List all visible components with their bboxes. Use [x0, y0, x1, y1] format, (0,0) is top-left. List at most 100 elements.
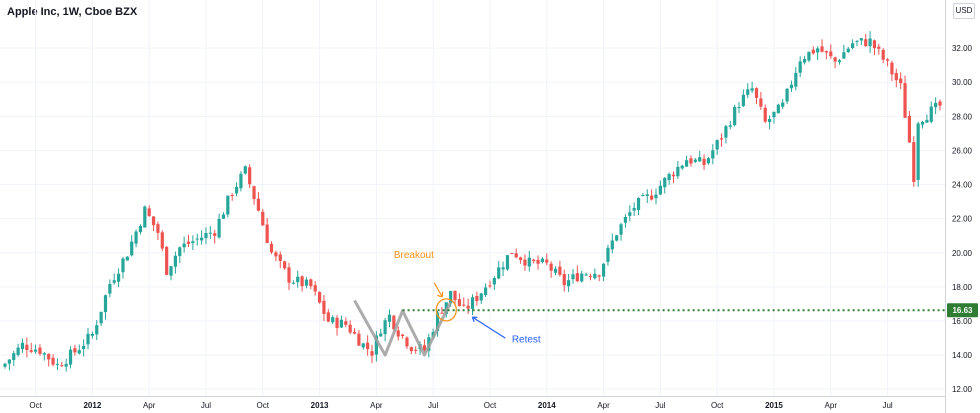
candle-body — [925, 119, 929, 123]
candle-body — [269, 243, 274, 253]
candle-body — [864, 39, 868, 47]
candle-body — [130, 241, 134, 256]
y-tick-label: 26.00 — [952, 146, 973, 155]
candle-body — [798, 61, 802, 73]
candle-body — [837, 60, 842, 63]
candle-body — [405, 337, 409, 347]
candle-body — [540, 258, 545, 263]
candle-body — [322, 300, 326, 314]
candle-body — [916, 123, 920, 180]
candle-body — [156, 224, 160, 233]
candle-body — [217, 218, 221, 238]
candle-body — [816, 48, 820, 53]
candle-body — [807, 51, 811, 61]
candle-body — [636, 198, 641, 211]
candle-body — [479, 293, 483, 301]
candle-body — [763, 107, 767, 122]
y-tick-label: 24.00 — [952, 181, 973, 190]
candle-body — [698, 157, 702, 162]
grid — [0, 0, 945, 396]
candle-body — [68, 349, 73, 365]
candle-body — [549, 263, 553, 271]
candle-body — [208, 232, 212, 234]
candle-body — [824, 51, 829, 53]
candle-body — [357, 333, 361, 346]
y-tick-label: 20.00 — [952, 249, 973, 258]
candle-body — [746, 89, 750, 95]
y-tick-label: 12.00 — [952, 385, 973, 394]
x-tick-label: 2013 — [311, 401, 329, 410]
y-tick-label: 16.00 — [952, 317, 973, 326]
candle-body — [287, 267, 291, 283]
candle-body — [781, 102, 785, 107]
level-overlay: 16.63 — [402, 303, 978, 318]
candle-body — [571, 274, 575, 280]
candle-body — [706, 158, 711, 164]
candle-body — [505, 255, 510, 270]
candle-body — [335, 317, 339, 329]
candle-body — [165, 246, 169, 275]
candle-body — [60, 365, 64, 367]
x-tick-label: Jul — [201, 401, 211, 410]
chart-title: Apple Inc, 1W, Cboe BZX — [7, 6, 138, 18]
candle-body — [663, 177, 667, 188]
candle-body — [872, 40, 877, 49]
annotations: Breakout Retest — [394, 250, 541, 345]
candle-body — [33, 349, 38, 352]
candle-body — [116, 273, 121, 282]
candle-body — [77, 350, 81, 354]
currency-label[interactable]: USD — [953, 3, 975, 19]
candle-body — [615, 235, 619, 241]
retest-arrowhead — [471, 316, 478, 322]
candle-body — [379, 333, 383, 337]
y-tick-label: 14.00 — [952, 351, 973, 360]
candle-body — [191, 241, 195, 244]
candle-body — [597, 275, 601, 277]
candle-body — [606, 247, 610, 262]
candle-body — [95, 325, 99, 335]
candle-body — [400, 334, 405, 336]
candle-body — [588, 275, 593, 277]
candle-body — [881, 49, 885, 60]
candle-body — [562, 273, 566, 286]
candle-body — [676, 166, 680, 177]
candle-body — [248, 167, 252, 185]
candle-body — [711, 150, 715, 159]
candle-body — [510, 253, 514, 255]
candle-body — [789, 84, 794, 89]
candle-body — [90, 333, 94, 336]
candle-body — [899, 78, 903, 84]
candle-body — [829, 51, 833, 57]
candle-body — [221, 214, 226, 219]
candle-body — [601, 263, 606, 277]
candle-body — [103, 295, 108, 313]
candle-body — [619, 224, 623, 235]
candle-body — [890, 62, 894, 75]
candle-body — [470, 297, 475, 309]
candle-body — [317, 291, 322, 303]
candle-body — [488, 285, 492, 287]
candle-body — [492, 278, 496, 285]
candle-body — [370, 351, 374, 356]
candle-body — [64, 363, 68, 367]
y-tick-label: 28.00 — [952, 112, 973, 121]
candle-body — [846, 48, 850, 53]
candle-body — [654, 194, 658, 199]
candle-body — [440, 312, 444, 314]
candle-body — [230, 195, 234, 197]
candle-body — [868, 38, 872, 47]
candle-body — [182, 243, 186, 248]
candle-body — [409, 347, 413, 352]
candle-body — [99, 311, 103, 324]
candle-body — [885, 59, 890, 61]
candle-body — [387, 314, 392, 322]
candle-body — [610, 240, 614, 250]
candle-body — [741, 94, 745, 106]
candle-body — [759, 98, 763, 107]
level-price-tag — [947, 303, 978, 318]
candle-body — [243, 166, 247, 174]
candle-body — [575, 273, 579, 282]
candle-body — [151, 216, 156, 226]
candle-body — [776, 104, 780, 114]
